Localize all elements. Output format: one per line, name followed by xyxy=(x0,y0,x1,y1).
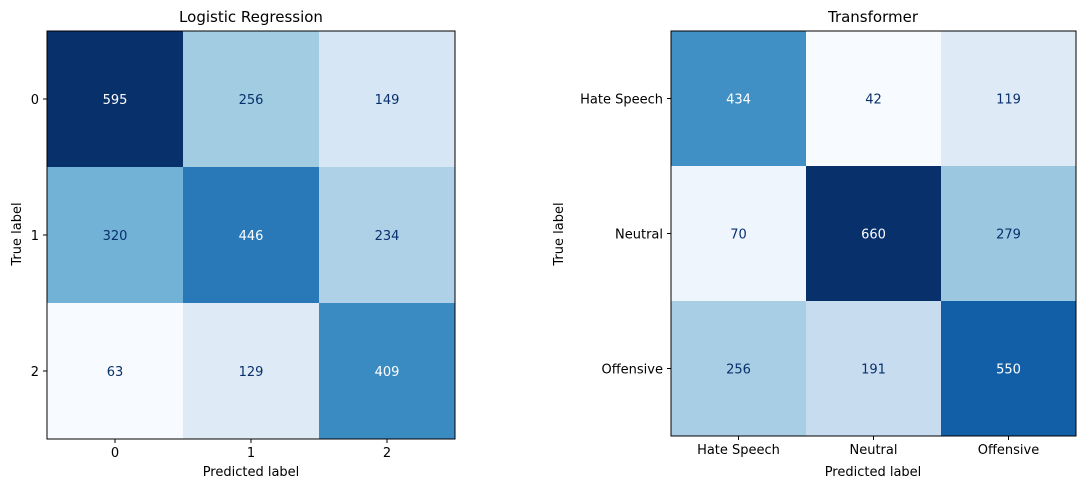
transformer-panel: Transformer 434 42 119 70 660 279 256 191 550 Ha… xyxy=(552,8,1077,480)
cell-value-label-1-0: 70 xyxy=(730,228,747,243)
heatmap-cell-1-1 xyxy=(183,167,320,304)
cell-value-label-1-1: 660 xyxy=(861,228,886,243)
heatmap-cell-0-2 xyxy=(941,31,1077,167)
y-ticks: 0 1 2 xyxy=(31,93,47,380)
heatmap-cells: 434 42 119 70 660 279 256 191 550 xyxy=(671,31,1077,437)
x-ticks: Hate Speech Neutral Offensive xyxy=(697,436,1039,458)
cell-value-label-0-0: 595 xyxy=(103,93,128,108)
y-tick-label: Hate Speech xyxy=(580,93,663,108)
heatmap-cell-0-1 xyxy=(183,31,320,168)
y-axis-label: True label xyxy=(552,202,567,266)
x-axis-label: Predicted label xyxy=(203,465,300,480)
y-axis-label: True label xyxy=(10,202,25,266)
chart-title: Logistic Regression xyxy=(179,8,323,26)
cell-value-label-2-0: 256 xyxy=(726,363,751,378)
heatmap-cell-1-1 xyxy=(806,166,942,302)
chart-title: Transformer xyxy=(827,8,919,26)
heatmap-cell-2-1 xyxy=(183,303,320,440)
heatmap-cell-2-0 xyxy=(671,301,807,437)
y-tick-label: 1 xyxy=(31,229,39,244)
x-tick-label: 1 xyxy=(247,446,255,461)
cell-value-label-0-1: 256 xyxy=(239,93,264,108)
heatmap-cell-2-0 xyxy=(47,303,184,440)
heatmap-cell-0-0 xyxy=(671,31,807,167)
x-tick-label: Neutral xyxy=(850,443,898,458)
y-tick-label: 2 xyxy=(31,365,39,380)
heatmap-cell-2-2 xyxy=(941,301,1077,437)
heatmap-cell-1-2 xyxy=(319,167,456,304)
x-ticks: 0 1 2 xyxy=(111,439,391,461)
cell-value-label-2-2: 409 xyxy=(375,365,400,380)
cell-value-label-0-1: 42 xyxy=(865,93,882,108)
cell-value-label-1-1: 446 xyxy=(239,229,264,244)
heatmap-cell-1-2 xyxy=(941,166,1077,302)
x-tick-label: 2 xyxy=(383,446,391,461)
heatmap-cell-2-1 xyxy=(806,301,942,437)
heatmap-cell-0-0 xyxy=(47,31,184,168)
y-tick-label: 0 xyxy=(31,93,39,108)
heatmap-cell-0-1 xyxy=(806,31,942,167)
cell-value-label-2-1: 191 xyxy=(861,363,886,378)
y-tick-label: Neutral xyxy=(615,228,663,243)
heatmap-cell-2-2 xyxy=(319,303,456,440)
x-tick-label: Hate Speech xyxy=(697,443,780,458)
y-ticks: Hate Speech Neutral Offensive xyxy=(580,93,671,378)
cell-value-label-1-2: 279 xyxy=(996,228,1021,243)
heatmap-cells: 595 256 149 320 446 234 63 129 409 xyxy=(47,31,456,440)
cell-value-label-0-2: 119 xyxy=(996,93,1021,108)
cell-value-label-0-2: 149 xyxy=(375,93,400,108)
cell-value-label-1-2: 234 xyxy=(375,229,400,244)
cell-value-label-2-1: 129 xyxy=(239,365,264,380)
cell-value-label-2-2: 550 xyxy=(996,363,1021,378)
x-tick-label: 0 xyxy=(111,446,119,461)
y-tick-label: Offensive xyxy=(601,363,663,378)
heatmap-cell-1-0 xyxy=(47,167,184,304)
logistic-regression-panel: Logistic Regression 595 256 149 320 446 234 63… xyxy=(10,8,456,480)
heatmap-cell-0-2 xyxy=(319,31,456,168)
cell-value-label-1-0: 320 xyxy=(103,229,128,244)
cell-value-label-2-0: 63 xyxy=(107,365,124,380)
x-axis-label: Predicted label xyxy=(825,465,922,480)
x-tick-label: Offensive xyxy=(978,443,1040,458)
heatmap-cell-1-0 xyxy=(671,166,807,302)
cell-value-label-0-0: 434 xyxy=(726,93,751,108)
